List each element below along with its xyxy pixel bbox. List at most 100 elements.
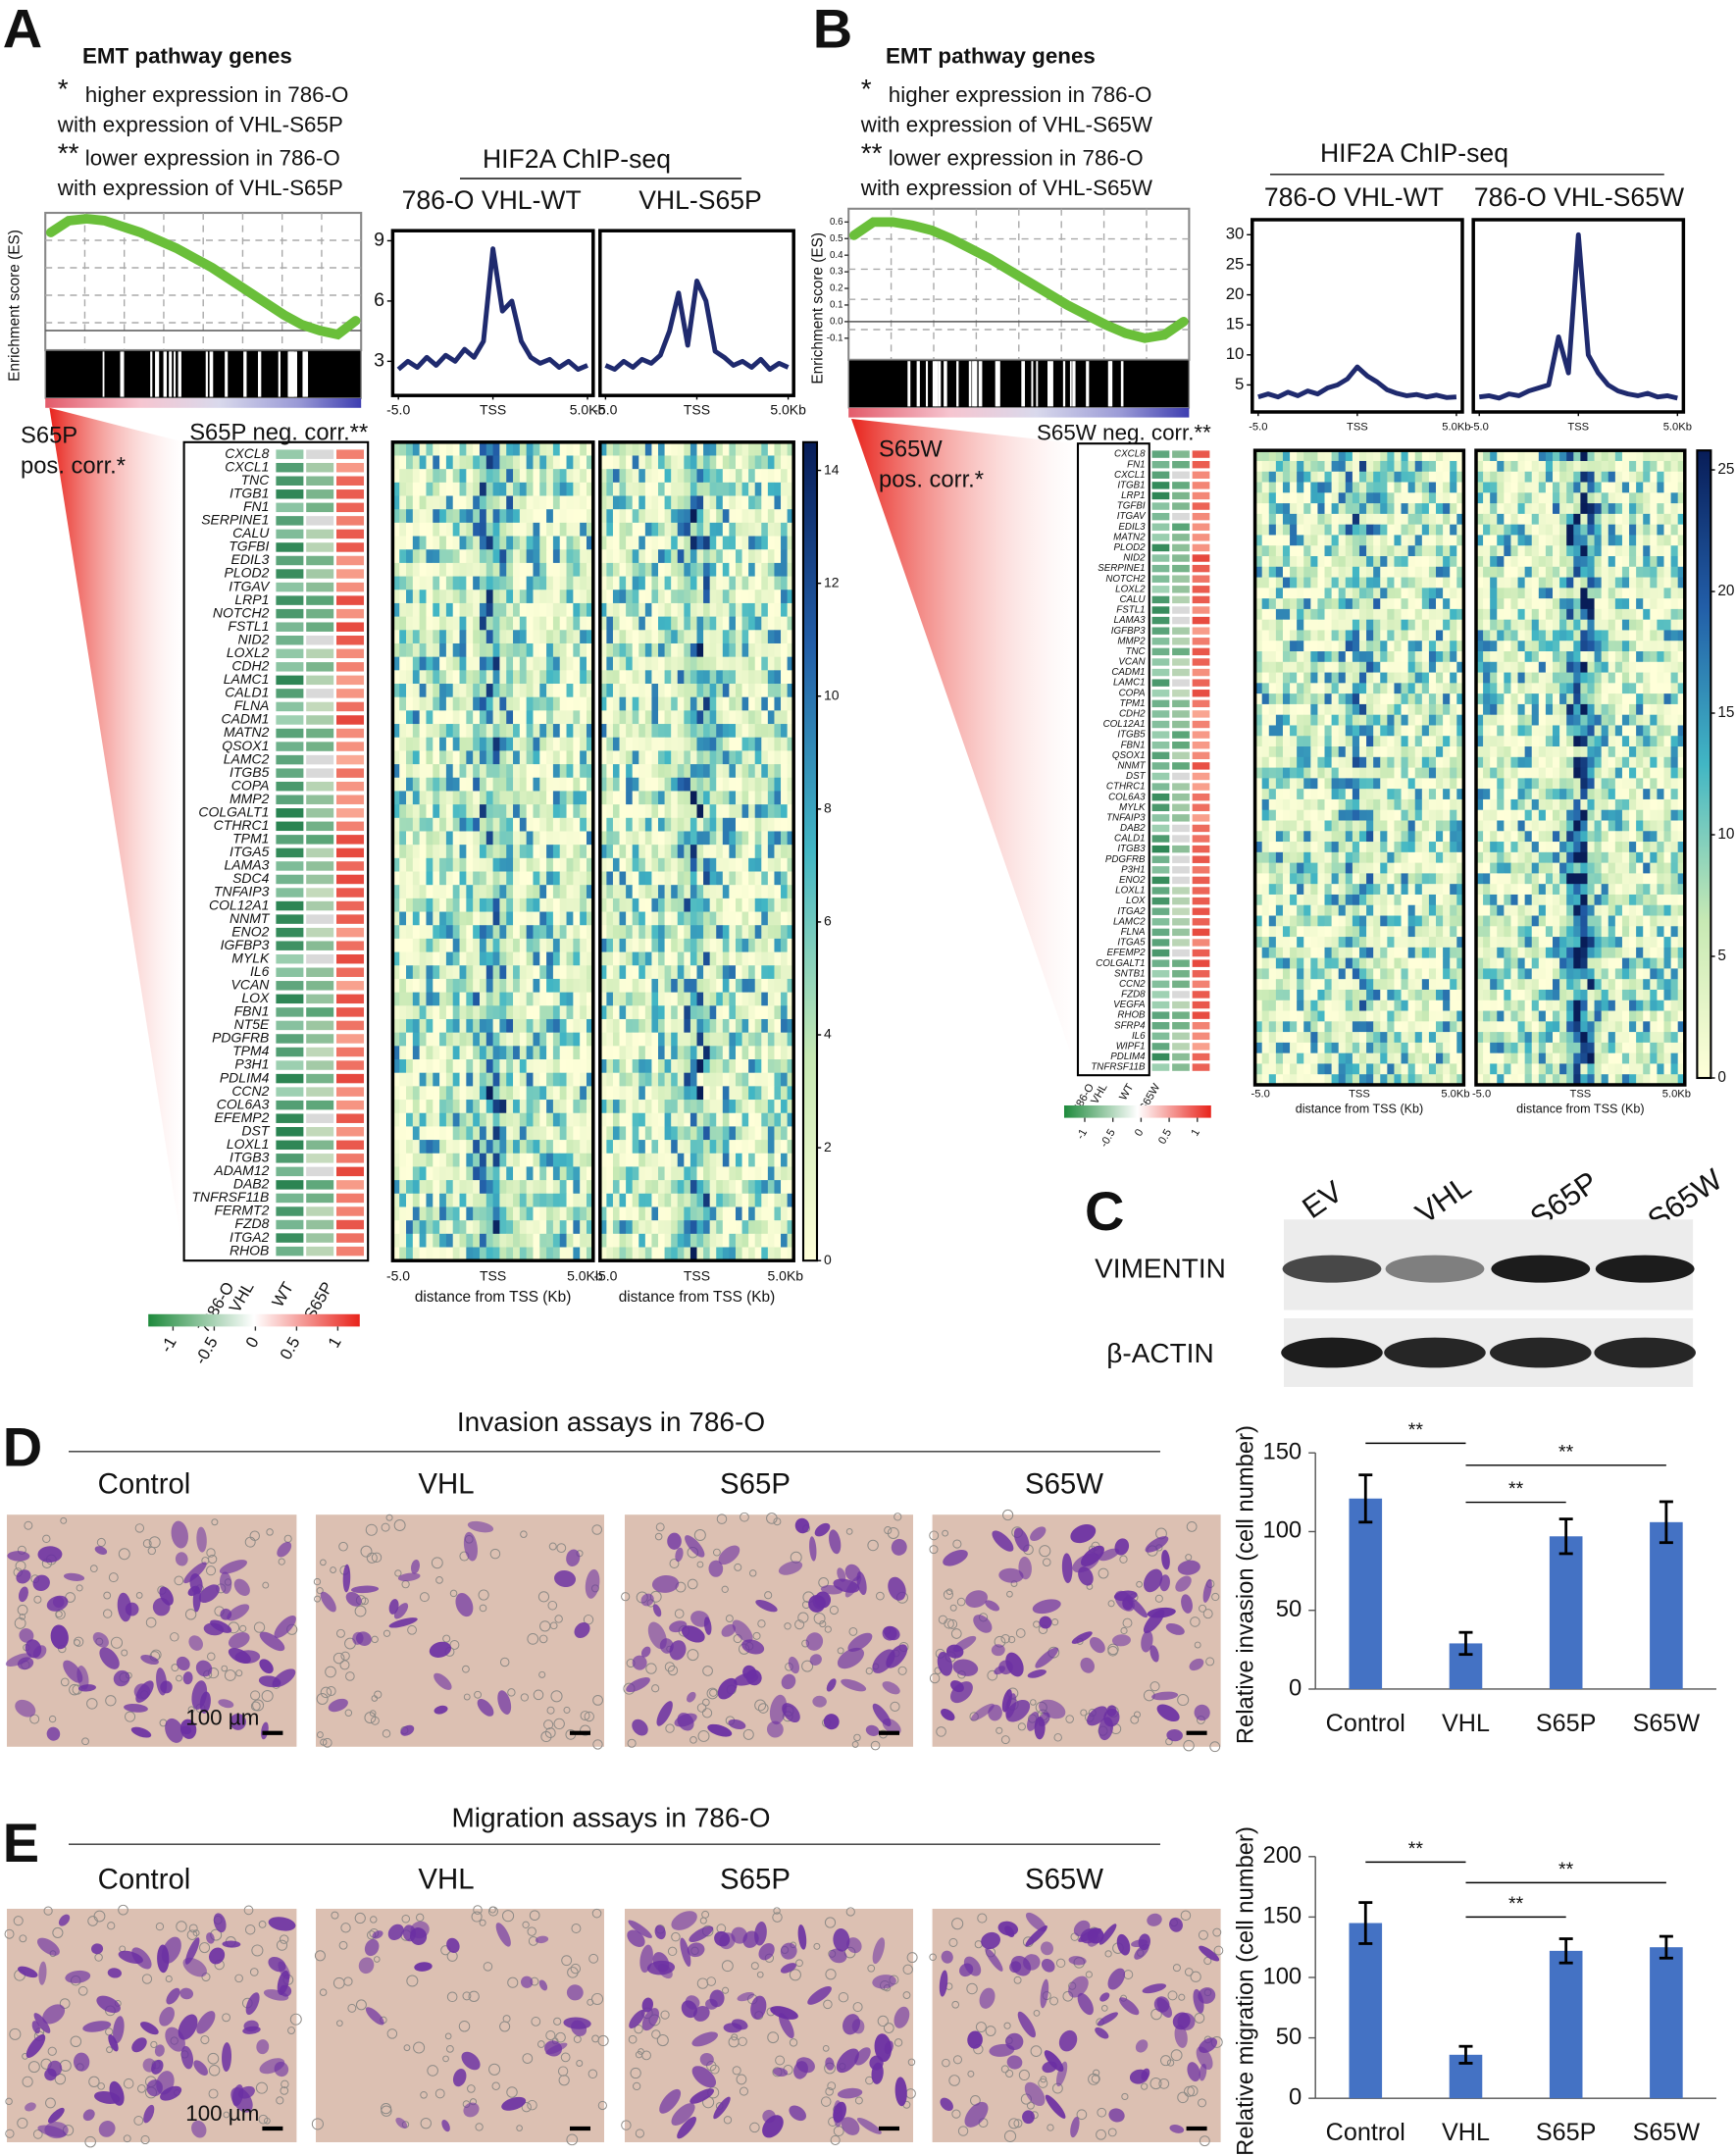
heatmap-cell [723,710,730,724]
heatmap-cell [703,1220,710,1234]
heatmap-cell [1262,704,1270,715]
heatmap-cell [729,523,736,537]
heatmap-cell [723,858,730,872]
heatmap-cell [723,1019,730,1033]
heatmap-cell [768,617,775,631]
heatmap-cell [703,965,710,979]
heatmap-cell [486,549,493,563]
heatmap-cell [499,1220,506,1234]
heatmap-cell [729,804,736,818]
heatmap-cell [433,617,439,631]
heatmap-cell [696,1220,703,1234]
heatmap-cell [1269,525,1277,536]
heatmap-cell [684,657,690,671]
heatmap-cell [1359,483,1367,493]
heatmap-cell [645,979,652,993]
heatmap-cell [1429,789,1437,799]
heatmap-cell [546,925,553,939]
heatmap-cell [466,577,473,590]
heatmap-cell [513,1086,520,1100]
heatmap-cell [1387,778,1395,789]
heatmap-cell [658,1100,665,1113]
heatmap-cell [774,724,781,738]
heatmap-cell [533,1100,539,1113]
heatmap-cell [633,469,639,483]
heatmap-cell [696,885,703,898]
heatmap-cell [399,1100,406,1113]
heatmap-cell [553,684,560,697]
heatmap-cell [742,1046,749,1059]
heatmap-cell [580,872,587,886]
heatmap-cell [678,1140,685,1154]
heatmap-cell [1317,535,1325,545]
heatmap-cell [620,791,627,804]
heatmap-cell [638,496,645,510]
heatmap-cell [1436,503,1444,514]
heatmap-cell [1394,545,1402,556]
heatmap-cell [573,577,580,590]
heatmap-cell [1283,651,1291,662]
heatmap-cell [1415,641,1423,651]
heatmap-cell [626,912,633,926]
heatmap-cell [723,750,730,764]
heatmap-cell [1346,789,1353,799]
heatmap-cell [560,657,567,671]
heatmap-cell [1450,620,1457,631]
heatmap-cell [499,509,506,523]
heatmap-cell [742,845,749,858]
heatmap-cell [553,993,560,1006]
heatmap-cell [633,872,639,886]
heatmap-cell [774,1126,781,1140]
heatmap-cell [1290,673,1298,684]
heatmap-cell [736,1154,742,1167]
heatmap-cell [1317,662,1325,673]
heatmap-cell [426,657,433,671]
heatmap-cell [406,670,413,684]
heatmap-cell [755,617,762,631]
heatmap-cell [1339,683,1347,693]
heatmap-cell [466,1194,473,1207]
heatmap-cell [1317,556,1325,567]
heatmap-cell [413,925,420,939]
heatmap-cell [690,1234,697,1248]
heatmap-cell [560,469,567,483]
heatmap-cell [1317,503,1325,514]
heatmap-cell [690,630,697,643]
heatmap-cell [1373,662,1381,673]
heatmap-cell [748,1005,755,1019]
heatmap-cell [684,684,690,697]
heatmap-cell [645,1194,652,1207]
heatmap-cell [633,1166,639,1180]
heatmap-cell [645,1019,652,1033]
heatmap-cell [1325,588,1333,598]
heatmap-cell [426,831,433,845]
heatmap-cell [651,858,658,872]
heatmap-cell [710,1059,717,1073]
heatmap-cell [768,496,775,510]
heatmap-cell [626,577,633,590]
heatmap-cell [406,979,413,993]
heatmap-cell [1394,598,1402,609]
heatmap-cell [620,603,627,617]
heatmap-cell [671,952,678,966]
heatmap-cell [499,1140,506,1154]
heatmap-cell [413,818,420,832]
heatmap-cell [1429,704,1437,715]
heatmap-cell [729,858,736,872]
heatmap-cell [580,1166,587,1180]
heatmap-cell [633,549,639,563]
heatmap-cell [433,577,439,590]
heatmap-cell [433,590,439,603]
heatmap-cell [1303,461,1311,472]
heatmap-cell [703,1073,710,1087]
heatmap-cell [613,952,620,966]
heatmap-cell [781,1005,788,1019]
heatmap-cell [426,1140,433,1154]
heatmap-cell [645,965,652,979]
heatmap-cell [480,778,486,792]
heatmap-cell [1276,683,1284,693]
heatmap-cell [768,885,775,898]
heatmap-cell [748,952,755,966]
heatmap-cell [513,1113,520,1127]
heatmap-cell [406,778,413,792]
